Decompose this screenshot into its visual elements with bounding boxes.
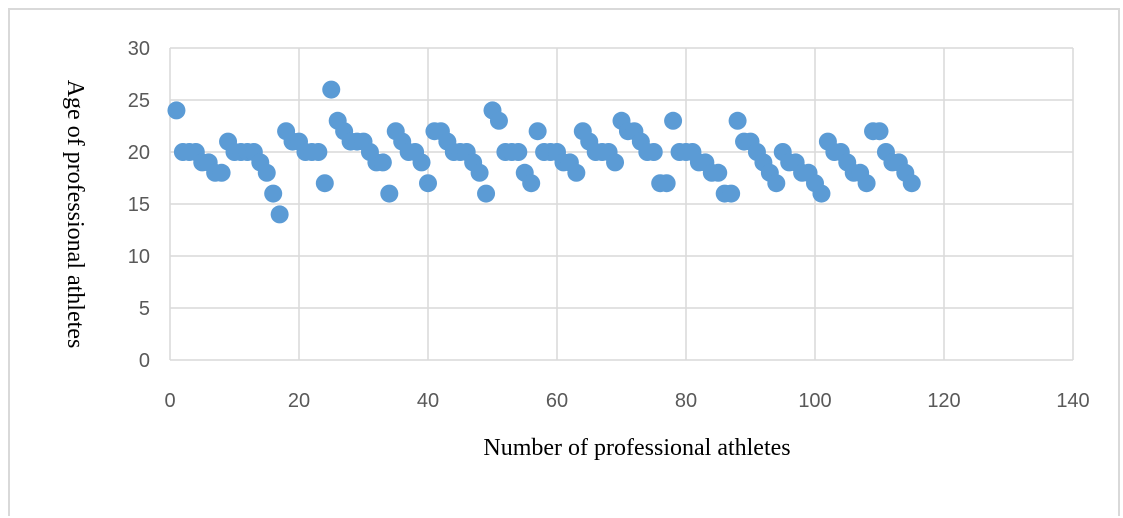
data-point-51 bbox=[489, 111, 508, 130]
data-point-1 bbox=[167, 101, 186, 120]
data-point-110 bbox=[870, 122, 889, 141]
data-point-15 bbox=[257, 163, 276, 182]
y-tick-labels: 0 5 10 15 20 25 30 bbox=[128, 38, 150, 372]
gridlines bbox=[169, 47, 1074, 361]
x-tick-label-1: 20 bbox=[288, 390, 310, 412]
data-point-49 bbox=[477, 184, 496, 203]
data-point-78 bbox=[664, 111, 683, 130]
x-tick-label-4: 80 bbox=[675, 390, 697, 412]
x-tick-label-7: 140 bbox=[1056, 390, 1089, 412]
data-point-16 bbox=[264, 184, 283, 203]
data-point-101 bbox=[812, 184, 831, 203]
data-point-77 bbox=[657, 174, 676, 193]
data-point-48 bbox=[470, 163, 489, 182]
x-tick-label-3: 60 bbox=[546, 390, 568, 412]
data-point-94 bbox=[767, 174, 786, 193]
data-point-34 bbox=[380, 184, 399, 203]
data-point-108 bbox=[857, 174, 876, 193]
x-tick-label-6: 120 bbox=[927, 390, 960, 412]
y-tick-label-1: 5 bbox=[139, 298, 150, 320]
x-tick-label-0: 0 bbox=[164, 390, 175, 412]
y-tick-label-3: 15 bbox=[128, 194, 150, 216]
data-point-63 bbox=[567, 163, 586, 182]
data-point-25 bbox=[322, 80, 341, 99]
y-axis-title: Age of professional athletes bbox=[62, 80, 88, 349]
data-point-88 bbox=[728, 111, 747, 130]
data-point-56 bbox=[522, 174, 541, 193]
data-point-87 bbox=[722, 184, 741, 203]
data-point-39 bbox=[412, 153, 431, 172]
data-points bbox=[167, 80, 921, 224]
x-tick-labels: 0 20 40 60 80 100 120 140 bbox=[164, 390, 1089, 412]
data-point-17 bbox=[270, 205, 289, 224]
y-tick-label-6: 30 bbox=[128, 38, 150, 60]
data-point-85 bbox=[709, 163, 728, 182]
data-point-54 bbox=[509, 143, 528, 161]
y-tick-label-0: 0 bbox=[139, 350, 150, 372]
data-point-115 bbox=[902, 174, 921, 193]
data-point-40 bbox=[419, 174, 437, 193]
data-point-69 bbox=[606, 153, 625, 172]
y-tick-label-4: 20 bbox=[128, 142, 150, 164]
x-axis-title: Number of professional athletes bbox=[483, 435, 790, 461]
data-point-8 bbox=[212, 163, 231, 182]
x-tick-label-5: 100 bbox=[798, 390, 831, 412]
data-point-75 bbox=[644, 143, 663, 161]
data-point-24 bbox=[315, 174, 334, 193]
data-point-23 bbox=[309, 143, 328, 161]
data-point-57 bbox=[528, 122, 547, 141]
y-tick-label-2: 10 bbox=[128, 246, 150, 268]
x-tick-label-2: 40 bbox=[417, 390, 439, 412]
y-tick-label-5: 25 bbox=[128, 90, 150, 112]
chart-frame bbox=[8, 8, 1120, 516]
data-point-33 bbox=[373, 153, 392, 172]
